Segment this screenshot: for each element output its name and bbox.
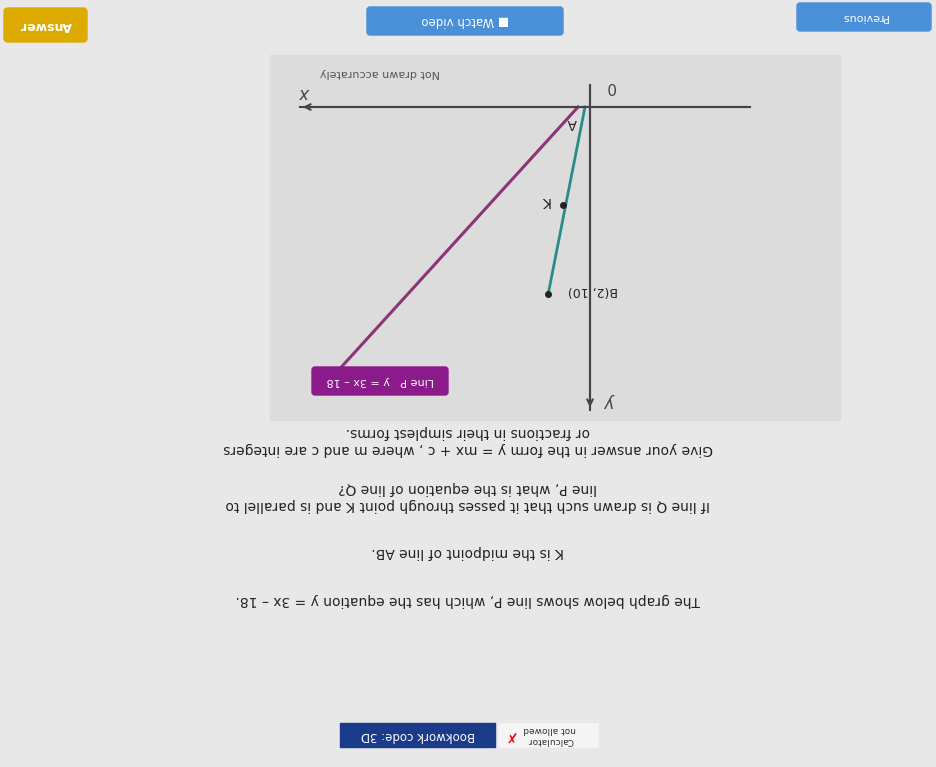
Text: line P, what is the equation of line Q?: line P, what is the equation of line Q? <box>339 481 597 495</box>
FancyBboxPatch shape <box>367 7 563 35</box>
FancyBboxPatch shape <box>312 367 448 395</box>
Text: y: y <box>605 393 615 411</box>
FancyBboxPatch shape <box>4 8 87 42</box>
Text: or fractions in their simplest forms.: or fractions in their simplest forms. <box>346 425 590 439</box>
Text: 0: 0 <box>606 80 615 94</box>
Text: Not drawn accurately: Not drawn accurately <box>320 68 440 78</box>
Text: K: K <box>540 194 549 208</box>
Text: x: x <box>300 84 310 102</box>
Text: ■ Watch video: ■ Watch video <box>421 15 509 28</box>
Text: ✗: ✗ <box>505 728 516 742</box>
Text: Calculator
not allowed: Calculator not allowed <box>523 726 577 745</box>
FancyBboxPatch shape <box>797 3 931 31</box>
Text: B(2, 10): B(2, 10) <box>568 285 618 298</box>
Text: Give your answer in the form y = mx + c , where m and c are integers: Give your answer in the form y = mx + c … <box>223 442 713 456</box>
Text: The graph below shows line P, which has the equation y = 3x – 18.: The graph below shows line P, which has … <box>236 593 700 607</box>
Text: Line P   y = 3x – 18: Line P y = 3x – 18 <box>327 376 433 386</box>
Text: K is the midpoint of line AB.: K is the midpoint of line AB. <box>372 545 564 559</box>
Bar <box>340 723 495 747</box>
Text: If line Q is drawn such that it passes through point K and is parallel to: If line Q is drawn such that it passes t… <box>226 498 710 512</box>
Bar <box>498 723 598 747</box>
Text: A: A <box>567 116 577 130</box>
Bar <box>270 55 840 420</box>
Text: Previous: Previous <box>841 12 887 22</box>
Text: Answer: Answer <box>20 18 72 31</box>
Text: Bookwork code: 3D: Bookwork code: 3D <box>361 729 475 742</box>
